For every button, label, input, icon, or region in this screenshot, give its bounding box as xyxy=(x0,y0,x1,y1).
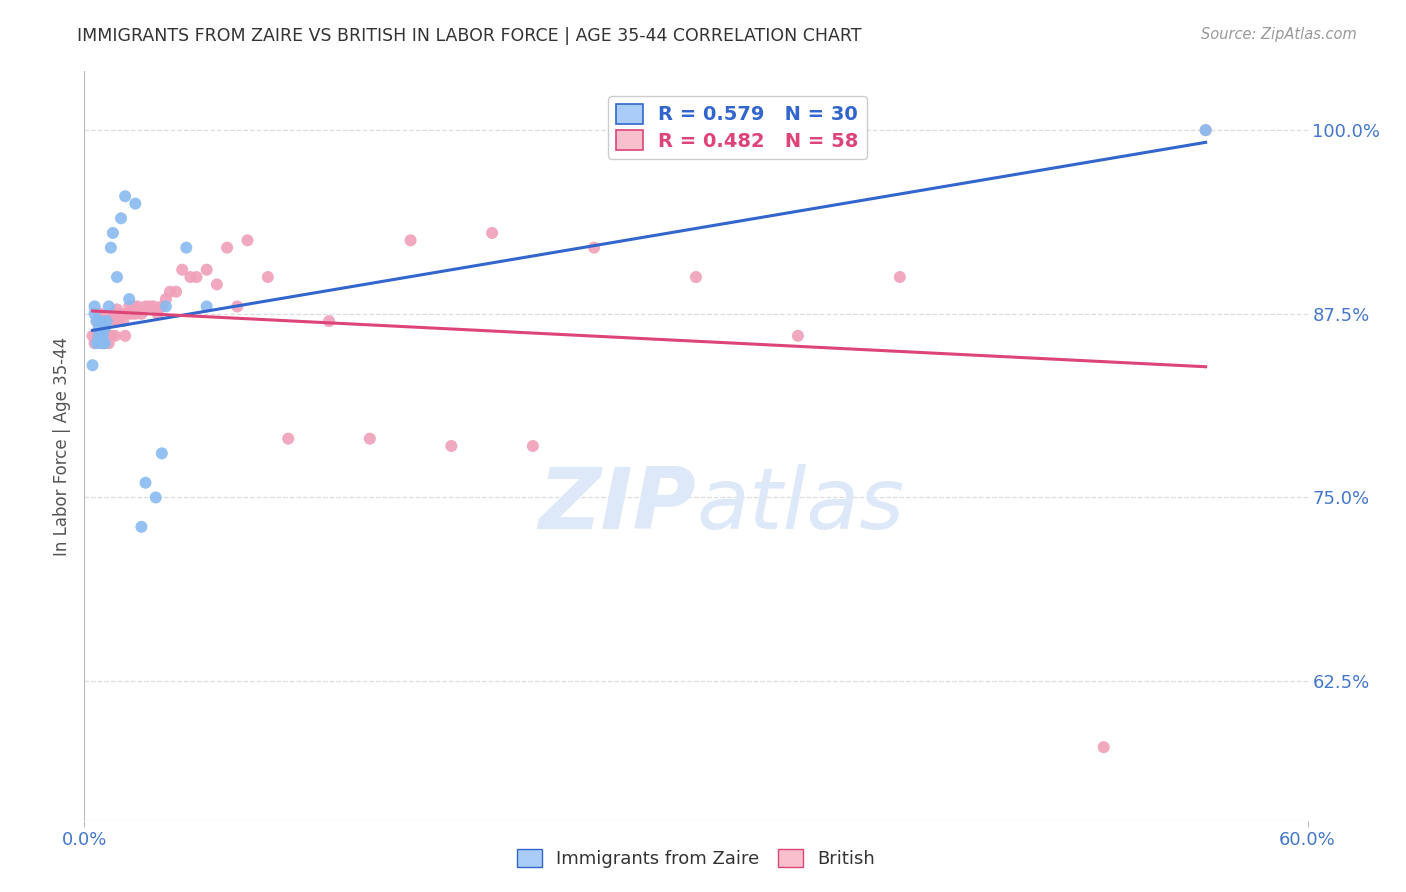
Point xyxy=(186,270,208,285)
Point xyxy=(127,300,149,314)
Y-axis label: In Labor Force | Age 35-44: In Labor Force | Age 35-44 xyxy=(53,336,72,556)
Point xyxy=(179,270,201,285)
Point xyxy=(97,314,120,328)
Point xyxy=(889,270,911,285)
Text: IMMIGRANTS FROM ZAIRE VS BRITISH IN LABOR FORCE | AGE 35-44 CORRELATION CHART: IMMIGRANTS FROM ZAIRE VS BRITISH IN LABO… xyxy=(77,27,862,45)
Point xyxy=(131,520,153,534)
Point xyxy=(100,241,122,255)
Point xyxy=(83,336,105,351)
Point xyxy=(91,336,114,351)
Point xyxy=(150,300,173,314)
Point xyxy=(1092,740,1115,755)
Point xyxy=(165,285,187,299)
Point xyxy=(90,307,112,321)
Point xyxy=(150,446,173,460)
Text: atlas: atlas xyxy=(696,465,904,548)
Point xyxy=(124,307,146,321)
Point xyxy=(135,475,157,490)
Point xyxy=(93,336,115,351)
Point xyxy=(226,300,249,314)
Point xyxy=(114,189,136,203)
Point xyxy=(96,314,118,328)
Point xyxy=(83,307,105,321)
Point xyxy=(159,285,181,299)
Point xyxy=(87,328,110,343)
Point xyxy=(105,270,128,285)
Point xyxy=(399,233,422,247)
Point xyxy=(135,300,157,314)
Point xyxy=(440,439,463,453)
Point xyxy=(359,432,381,446)
Point xyxy=(83,300,105,314)
Point xyxy=(142,300,165,314)
Point xyxy=(236,233,259,247)
Point xyxy=(97,300,120,314)
Point xyxy=(155,292,177,306)
Point xyxy=(1195,123,1218,137)
Point xyxy=(82,358,104,372)
Text: ZIP: ZIP xyxy=(538,465,696,548)
Point xyxy=(93,314,115,328)
Point xyxy=(110,307,132,321)
Point xyxy=(100,328,122,343)
Point xyxy=(172,262,194,277)
Point xyxy=(101,307,124,321)
Point xyxy=(787,328,810,343)
Point xyxy=(93,336,115,351)
Point xyxy=(101,226,124,240)
Point xyxy=(112,314,135,328)
Point xyxy=(108,314,131,328)
Point xyxy=(318,314,340,328)
Point xyxy=(481,226,503,240)
Point xyxy=(205,277,228,292)
Point xyxy=(87,321,110,335)
Point xyxy=(583,241,606,255)
Point xyxy=(90,336,112,351)
Point xyxy=(91,328,114,343)
Point xyxy=(105,314,128,328)
Point xyxy=(82,328,104,343)
Point xyxy=(174,241,197,255)
Point xyxy=(114,328,136,343)
Point xyxy=(93,321,115,335)
Text: Source: ZipAtlas.com: Source: ZipAtlas.com xyxy=(1201,27,1357,42)
Point xyxy=(104,307,127,321)
Legend: Immigrants from Zaire, British: Immigrants from Zaire, British xyxy=(509,841,883,875)
Point xyxy=(257,270,280,285)
Point xyxy=(146,307,169,321)
Point xyxy=(138,300,160,314)
Point xyxy=(217,241,239,255)
Point xyxy=(118,300,141,314)
Point xyxy=(145,491,167,505)
Point xyxy=(124,196,146,211)
Point xyxy=(90,314,112,328)
Point xyxy=(195,300,218,314)
Point xyxy=(104,328,127,343)
Point xyxy=(96,328,118,343)
Point xyxy=(131,307,153,321)
Point xyxy=(115,307,138,321)
Point xyxy=(110,211,132,226)
Point xyxy=(86,336,108,351)
Point xyxy=(195,262,218,277)
Point xyxy=(120,307,142,321)
Point xyxy=(1195,123,1218,137)
Point xyxy=(86,314,108,328)
Point xyxy=(155,300,177,314)
Point xyxy=(277,432,299,446)
Point xyxy=(685,270,707,285)
Point xyxy=(97,336,120,351)
Point xyxy=(86,314,108,328)
Point xyxy=(91,336,114,351)
Point xyxy=(122,300,145,314)
Point xyxy=(105,302,128,317)
Point xyxy=(522,439,544,453)
Point xyxy=(118,292,141,306)
Point xyxy=(87,328,110,343)
